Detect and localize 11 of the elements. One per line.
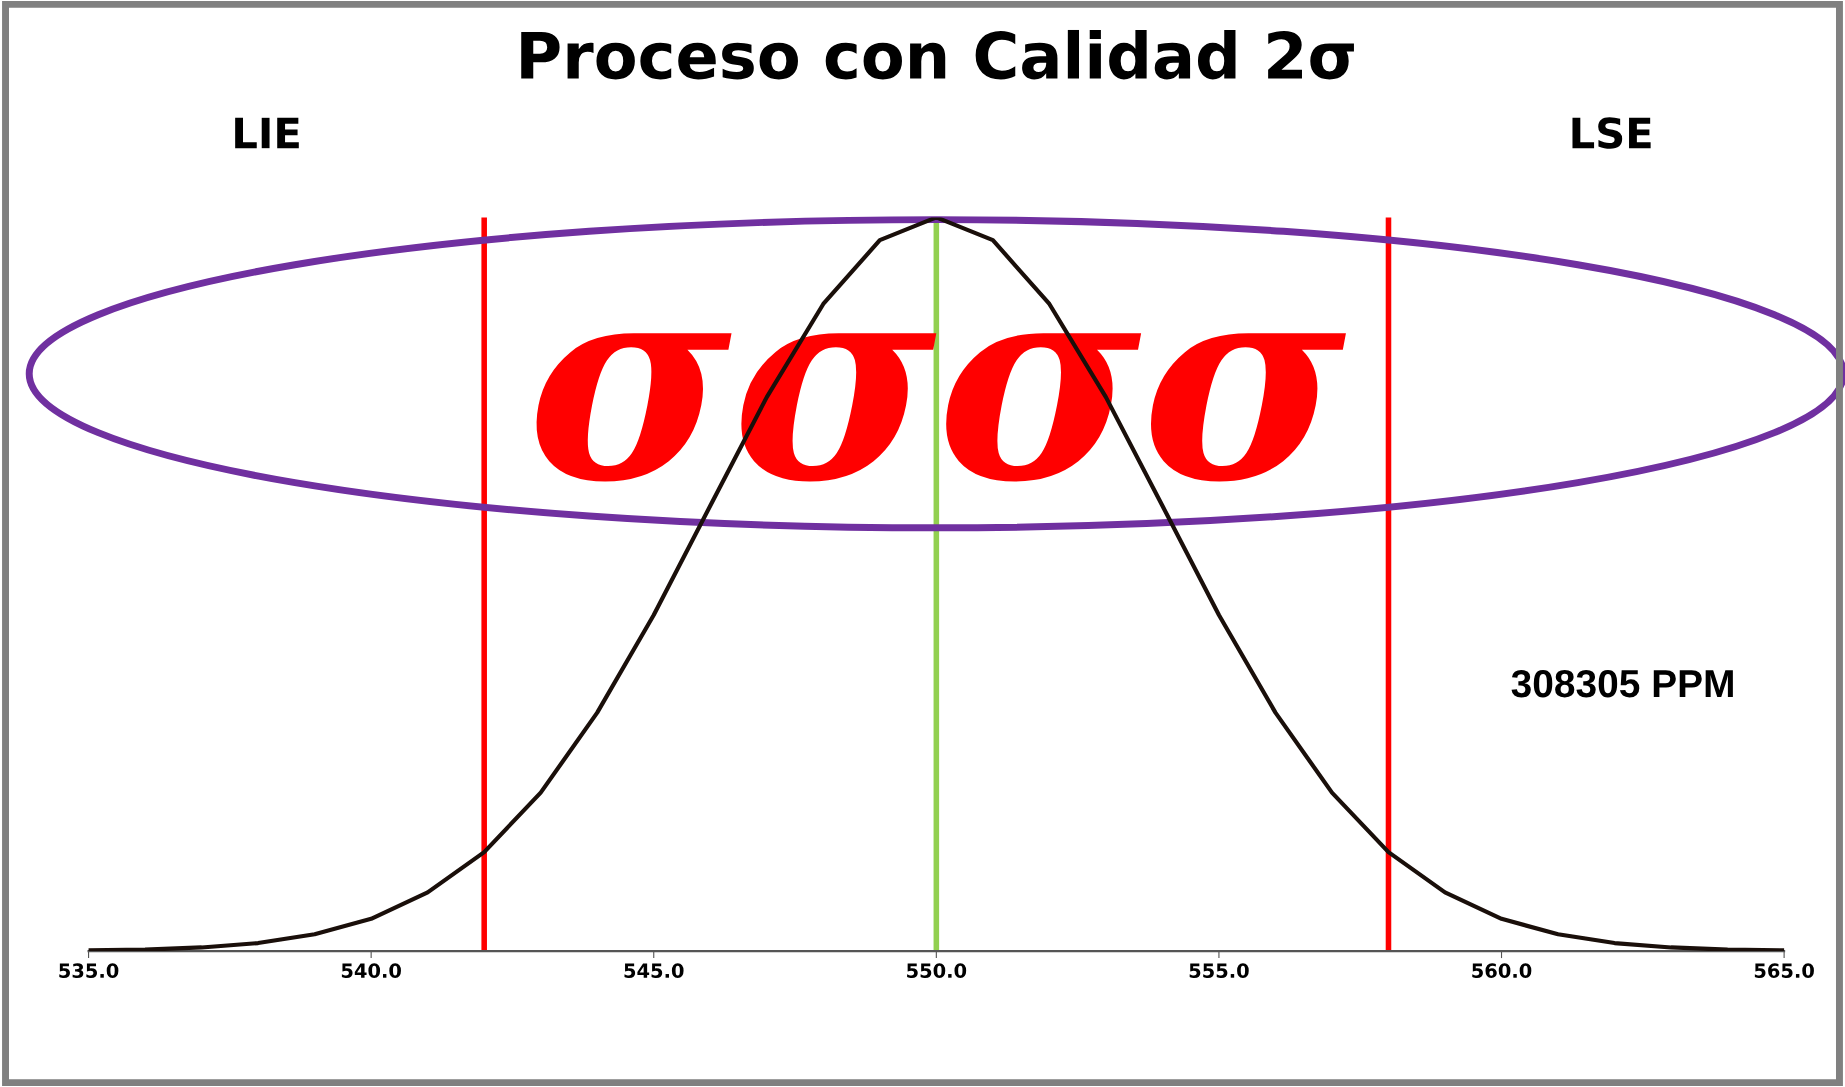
x-tick-label: 565.0: [1754, 963, 1814, 978]
x-tick-label: 550.0: [907, 963, 967, 978]
x-tick-label: 560.0: [1472, 963, 1532, 978]
x-tick-label: 555.0: [1189, 963, 1249, 978]
annotation: 308305 PPM: [1511, 669, 1733, 698]
x-tick-label: 540.0: [341, 963, 401, 978]
text: LSE: [1572, 117, 1651, 149]
x-tick-label: 545.0: [624, 963, 684, 978]
chart-title: Proceso con Calidad 2σ: [521, 29, 1354, 80]
x-tick-label: 535.0: [59, 963, 119, 978]
text: LIE: [235, 117, 299, 149]
